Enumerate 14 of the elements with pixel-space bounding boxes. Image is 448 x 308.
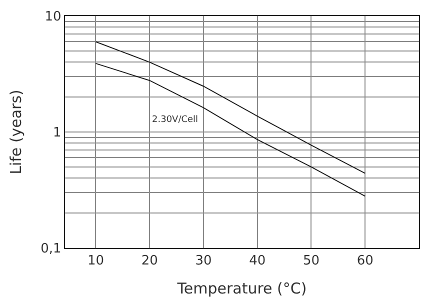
x-tick-label: 20 [141,254,158,269]
annotation: 2.30V/Cell [152,115,198,125]
x-tick-label: 10 [87,254,104,269]
line-series [95,62,366,197]
line-series [95,41,366,174]
y-tick-label: 10 [44,10,62,25]
x-axis-title: Temperature (°C) [176,280,307,298]
x-tick-label: 60 [356,254,374,269]
y-tick-label: 1 [53,126,62,141]
y-tick-label: 0,1 [40,242,62,257]
x-tick-label: 30 [195,254,212,269]
x-tick-label: 40 [249,254,266,269]
y-axis-title: Life (years) [6,90,25,174]
x-tick-label: 50 [302,254,320,269]
